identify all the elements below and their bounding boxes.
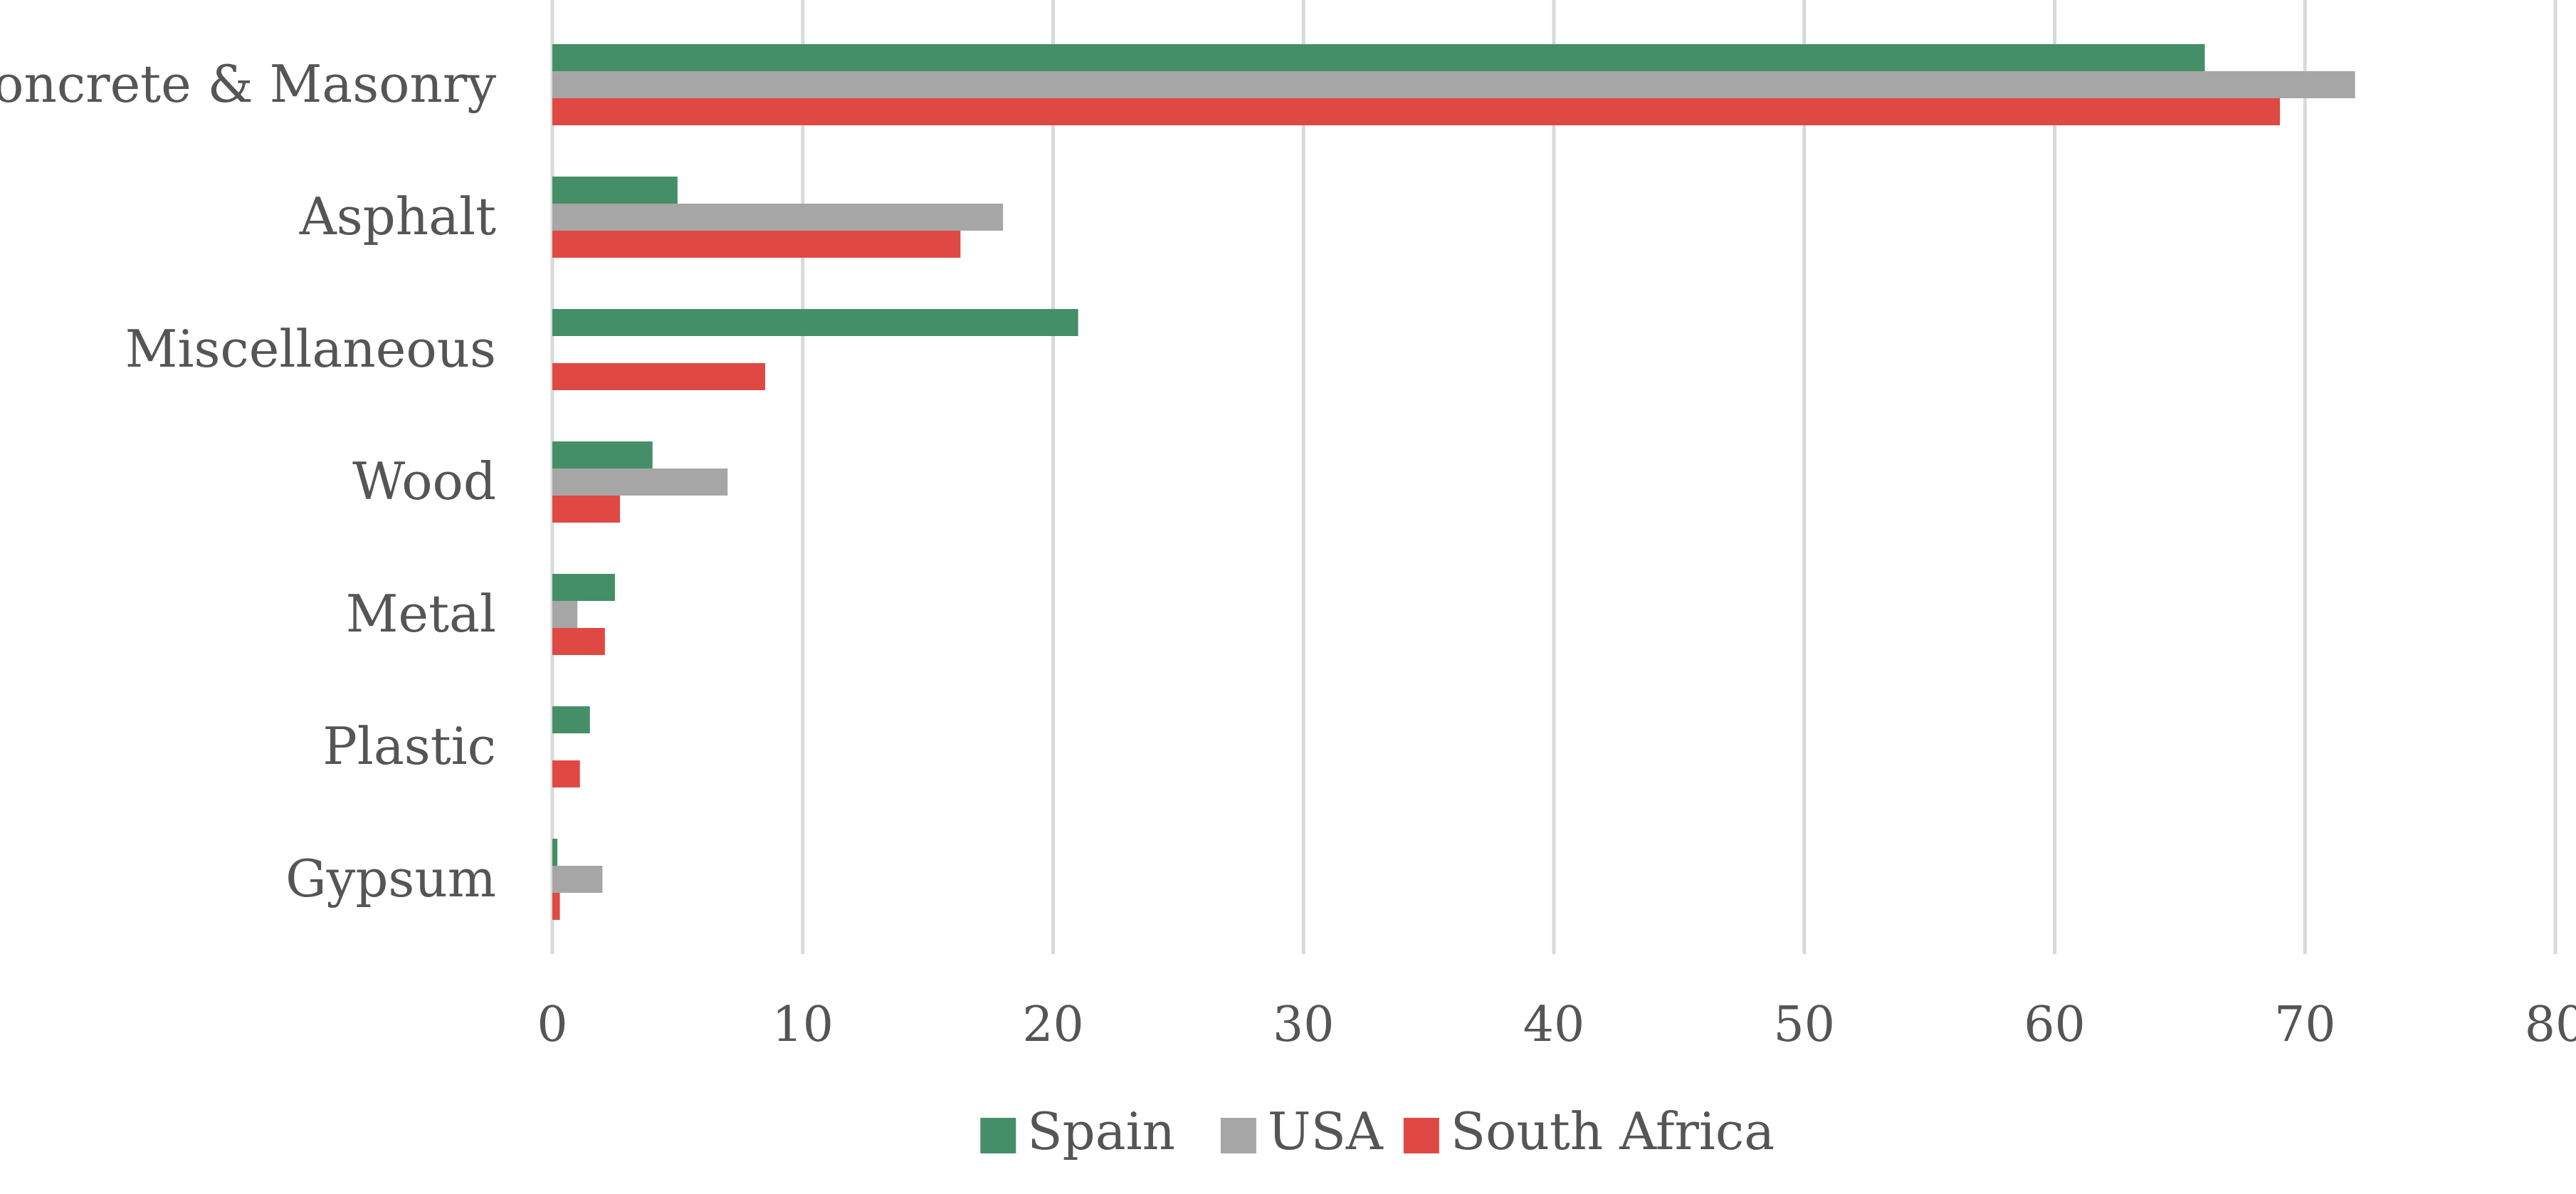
x-tick-label-0: 0 [537, 997, 567, 1053]
gridlines [550, 0, 2557, 954]
x-tick-label-40: 40 [1523, 997, 1585, 1053]
bar-usa-metal [552, 601, 578, 628]
legend-swatch-usa [1220, 1118, 1256, 1153]
legend-label-south-africa: South Africa [1451, 1101, 1775, 1161]
bar-spain-wood [552, 441, 653, 468]
bar-south-africa-gypsum [552, 893, 560, 920]
category-label-plastic: Plastic [322, 716, 496, 776]
bar-spain-miscellaneous [552, 309, 1078, 336]
x-tick-label-60: 60 [2024, 997, 2086, 1053]
bar-usa-asphalt [552, 204, 1004, 231]
bar-south-africa-miscellaneous [552, 363, 765, 390]
category-label-wood: Wood [352, 451, 496, 511]
x-tick-label-10: 10 [772, 997, 834, 1053]
legend-swatch-south-africa [1403, 1118, 1439, 1153]
x-tick-label-20: 20 [1022, 997, 1084, 1053]
bar-south-africa-concrete-and-masonry [552, 98, 2281, 125]
bars [552, 44, 2355, 920]
legend-label-spain: Spain [1027, 1101, 1175, 1161]
x-tick-label-70: 70 [2274, 997, 2336, 1053]
category-label-asphalt: Asphalt [299, 187, 496, 246]
bar-spain-concrete-and-masonry [552, 44, 2205, 71]
bar-usa-gypsum [552, 866, 603, 893]
category-label-concrete-and-masonry: Concrete & Masonry [0, 54, 496, 114]
category-label-miscellaneous: Miscellaneous [125, 319, 496, 379]
category-labels: Concrete & Masonry Asphalt Miscellaneous Wo… [0, 54, 496, 908]
legend-swatch-spain [980, 1118, 1016, 1153]
category-label-gypsum: Gypsum [285, 849, 496, 908]
legend-item-spain: Spain [980, 1101, 1175, 1161]
category-label-metal: Metal [346, 584, 496, 644]
legend: Spain USA South Africa [980, 1101, 1775, 1161]
x-tick-label-80: 80 [2525, 997, 2576, 1053]
bar-south-africa-plastic [552, 760, 580, 787]
x-tick-labels: 0 10 20 30 40 50 60 70 80 [537, 997, 2576, 1053]
legend-item-south-africa: South Africa [1403, 1101, 1775, 1161]
bar-south-africa-asphalt [552, 231, 961, 258]
x-tick-label-30: 30 [1273, 997, 1335, 1053]
x-tick-label-50: 50 [1773, 997, 1835, 1053]
bar-usa-concrete-and-masonry [552, 71, 2355, 98]
bar-south-africa-metal [552, 628, 605, 655]
legend-label-usa: USA [1268, 1101, 1384, 1161]
bar-south-africa-wood [552, 496, 620, 523]
bar-spain-metal [552, 574, 615, 601]
bar-spain-plastic [552, 706, 590, 733]
bar-spain-asphalt [552, 177, 678, 204]
bar-spain-gypsum [552, 839, 558, 866]
bar-usa-wood [552, 468, 728, 496]
legend-item-usa: USA [1220, 1101, 1384, 1161]
